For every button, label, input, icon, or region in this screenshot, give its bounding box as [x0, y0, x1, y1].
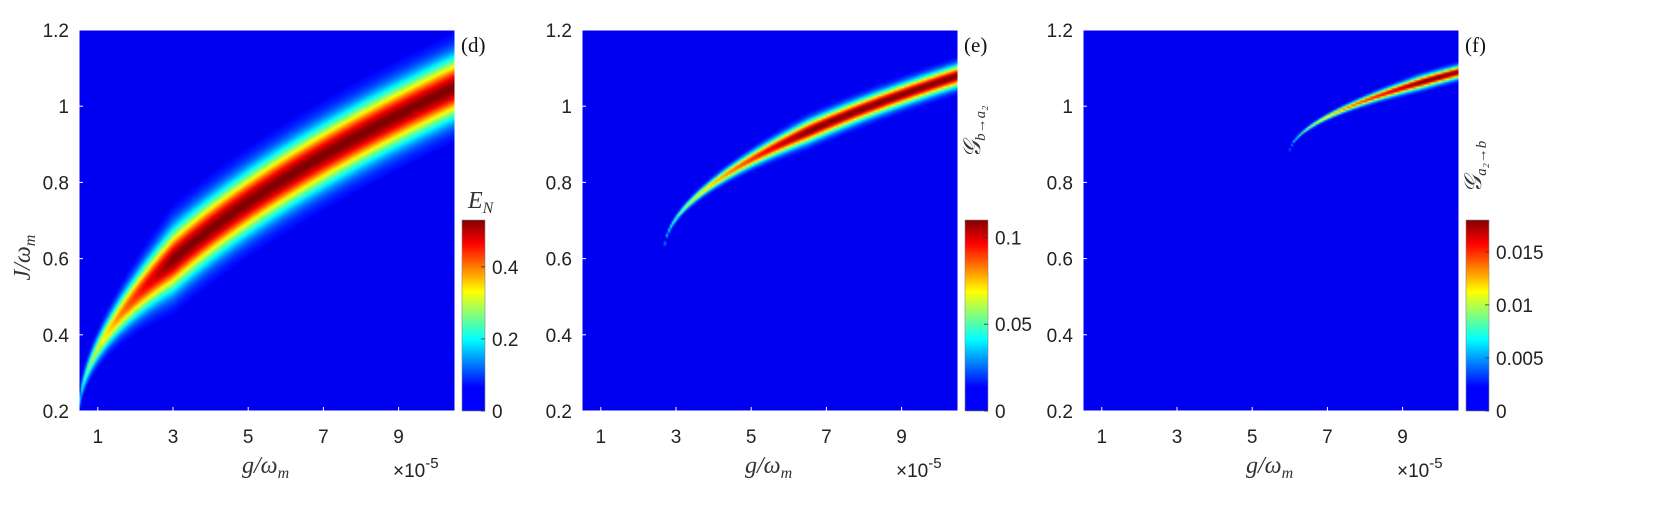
x-multiplier: ×10-5 [1397, 455, 1443, 482]
x-tick-label: 3 [168, 427, 179, 448]
y-tick-label: 0.8 [43, 173, 69, 194]
x-tick-label: 1 [93, 427, 104, 448]
colorbar-tick-label: 0 [492, 402, 503, 423]
colorbar-frame [964, 219, 989, 412]
panel-1: 1 3 5 7 9 0.2 0.4 0.6 0.8 1 1.2 g/ωm ×10-5 J/ωm (d) 0 0.… [10, 21, 519, 482]
x-tick-label: 3 [1172, 427, 1183, 448]
x-axis-label: g/ωm [745, 453, 792, 482]
panel-label: (e) [964, 33, 987, 57]
y-tick-label: 0.2 [43, 402, 69, 423]
panel-label: (d) [461, 33, 486, 57]
y-tick-label: 0.6 [43, 250, 69, 271]
colorbar [1466, 220, 1489, 411]
x-multiplier: ×10-5 [393, 455, 439, 482]
y-tick-label: 0.8 [546, 173, 572, 194]
x-tick-label: 3 [671, 427, 682, 448]
x-tick-label: 5 [746, 427, 757, 448]
colorbar-tick-label: 0 [1496, 402, 1507, 423]
colorbar-tick-label: 0.1 [995, 228, 1021, 249]
colorbar [462, 220, 485, 411]
x-tick-label: 9 [393, 427, 404, 448]
plot-frame [78, 29, 456, 412]
x-tick-label: 7 [1322, 427, 1333, 448]
colorbar-tick-label: 0.005 [1496, 349, 1544, 370]
colorbar-tick-label: 0.2 [492, 330, 518, 351]
colorbar-label: 𝒢a₂→b [1461, 140, 1490, 193]
y-tick-label: 0.6 [1047, 250, 1073, 271]
y-tick-label: 0.8 [1047, 173, 1073, 194]
panel-3: 1 3 5 7 9 0.2 0.4 0.6 0.8 1 1.2 g/ωm ×10-5 (f) 0 0.005 0… [1047, 21, 1544, 482]
y-tick-label: 1 [561, 97, 572, 118]
x-tick-label: 1 [1097, 427, 1108, 448]
colorbar-frame [461, 219, 486, 412]
colorbar-tick-label: 0.015 [1496, 243, 1544, 264]
colorbar-tick-label: 0.05 [995, 315, 1032, 336]
y-tick-label: 1.2 [43, 21, 69, 42]
colorbar-tick-label: 0.01 [1496, 296, 1533, 317]
y-tick-label: 1.2 [546, 21, 572, 42]
colorbar-label: EN [467, 188, 495, 217]
panel-2: 1 3 5 7 9 0.2 0.4 0.6 0.8 1 1.2 g/ωm ×10-5 (e) 0 0.05 0.… [546, 21, 1032, 482]
colorbar-frame [1465, 219, 1490, 412]
heatmap-image [79, 30, 455, 411]
x-tick-label: 5 [243, 427, 254, 448]
y-tick-label: 1 [1062, 97, 1073, 118]
colorbar-tick-label: 0.4 [492, 258, 519, 279]
heatmap-image [1083, 30, 1459, 411]
y-tick-label: 1 [58, 97, 69, 118]
y-tick-label: 0.2 [546, 402, 572, 423]
colorbar [965, 220, 988, 411]
y-tick-label: 0.4 [546, 326, 573, 347]
x-tick-label: 1 [596, 427, 607, 448]
y-tick-label: 0.4 [43, 326, 70, 347]
y-tick-label: 0.4 [1047, 326, 1074, 347]
x-multiplier: ×10-5 [896, 455, 942, 482]
x-axis-label: g/ωm [242, 453, 289, 482]
plot-frame [1082, 29, 1460, 412]
heatmap-image [582, 30, 958, 411]
plot-frame [581, 29, 959, 412]
y-tick-label: 0.2 [1047, 402, 1073, 423]
y-tick-label: 1.2 [1047, 21, 1073, 42]
y-tick-label: 0.6 [546, 250, 572, 271]
x-tick-label: 7 [821, 427, 832, 448]
y-axis-label: J/ωm [10, 235, 39, 281]
x-tick-label: 7 [318, 427, 329, 448]
colorbar-tick-label: 0 [995, 402, 1006, 423]
panel-label: (f) [1465, 33, 1486, 57]
x-tick-label: 9 [896, 427, 907, 448]
x-tick-label: 9 [1397, 427, 1408, 448]
colorbar-label: 𝒢b→a₂ [960, 106, 989, 158]
x-tick-label: 5 [1247, 427, 1258, 448]
x-axis-label: g/ωm [1246, 453, 1293, 482]
